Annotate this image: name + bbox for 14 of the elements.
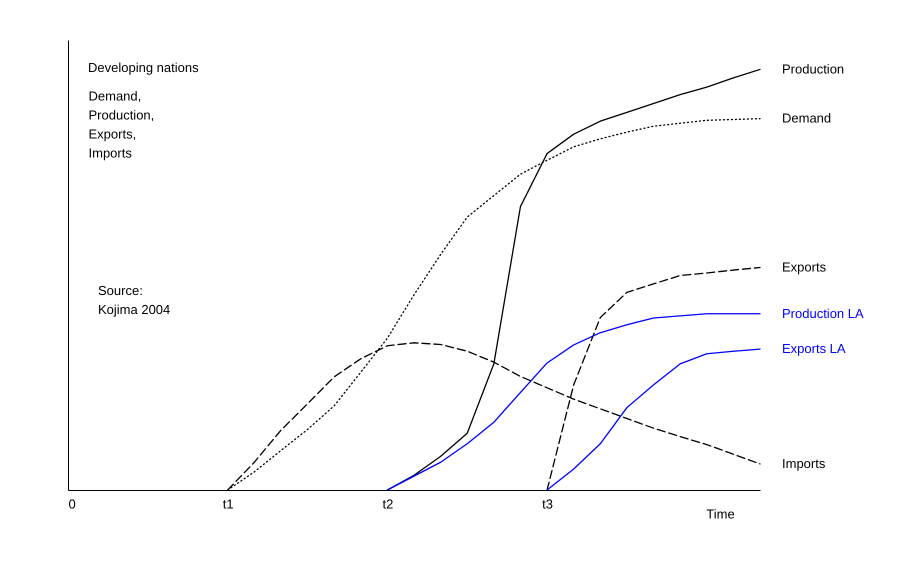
series-label: Exports LA xyxy=(782,341,846,356)
x-tick-label: 0 xyxy=(68,496,76,512)
series-label: Production LA xyxy=(782,306,864,321)
x-tick-label: t3 xyxy=(542,496,553,512)
x-axis-title: Time xyxy=(706,506,735,522)
series-label: Imports xyxy=(782,456,826,471)
x-tick-label: t1 xyxy=(222,496,234,512)
chart-title: Developing nations xyxy=(88,60,200,75)
series-label: Exports xyxy=(782,260,827,275)
series-label: Demand xyxy=(782,110,832,126)
x-tick-label: t2 xyxy=(382,496,394,512)
y-axis-title: Demand, Production, Exports, Imports xyxy=(88,88,154,160)
annotation: Source: Kojima 2004 xyxy=(98,283,170,317)
series-label: Production xyxy=(782,61,844,76)
